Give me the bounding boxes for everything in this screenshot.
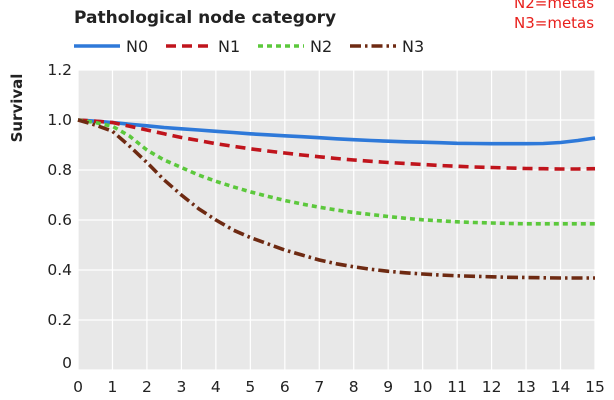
x-tick-label: 5 [245,378,255,396]
y-tick-label: 0 [62,354,72,372]
legend-label: N3 [402,37,424,56]
series-lines [77,118,596,280]
legend-title: Pathological node category [74,8,336,28]
legend-label: N2 [310,37,332,56]
x-tick-label: 0 [73,378,83,396]
x-tick-label: 14 [551,378,571,396]
x-tick-label: 6 [280,378,290,396]
y-tick-label: 0.6 [47,211,72,229]
legend-item-n3: N3 [350,37,424,56]
x-tick-label: 1 [108,378,118,396]
x-axis-ticks: 0 1 2 3 4 5 6 7 8 9 10 11 12 13 14 15 [73,378,605,396]
y-tick-label: 0.4 [47,261,72,279]
series-line-n0 [77,118,596,146]
y-axis-ticks: 0 0.2 0.4 0.6 0.8 1.0 1.2 [47,61,72,372]
x-tick-label: 8 [349,378,359,396]
series-line-n3 [77,118,595,280]
x-tick-label: 11 [447,378,467,396]
annotations: N2=metas N3=metas [514,0,594,32]
legend: Pathological node category N0 N1 N2 N3 [74,8,424,56]
x-tick-label: 12 [482,378,502,396]
y-tick-label: 1.2 [47,61,72,79]
annotation-n3: N3=metas [514,14,594,32]
legend-item-n1: N1 [166,37,240,56]
x-tick-label: 4 [211,378,221,396]
x-tick-label: 2 [142,378,152,396]
x-tick-label: 13 [516,378,536,396]
legend-items: N0 N1 N2 N3 [74,37,424,56]
series-line-n1 [77,118,596,171]
x-tick-label: 7 [314,378,324,396]
y-tick-label: 0.8 [47,161,72,179]
x-tick-label: 10 [413,378,433,396]
x-tick-label: 15 [585,378,605,396]
x-tick-label: 3 [176,378,186,396]
legend-item-n2: N2 [258,37,332,56]
legend-label: N0 [126,37,148,56]
x-tick-label: 9 [383,378,393,396]
y-tick-label: 1.0 [47,111,72,129]
y-axis-label: Survival [8,74,26,143]
legend-item-n0: N0 [74,37,148,56]
y-tick-label: 0.2 [47,311,72,329]
annotation-n2: N2=metas [514,0,594,12]
legend-label: N1 [218,37,240,56]
